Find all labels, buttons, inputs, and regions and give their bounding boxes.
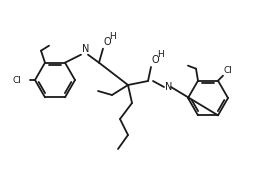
Text: N: N bbox=[82, 44, 89, 54]
Text: Cl: Cl bbox=[12, 75, 21, 84]
Text: O: O bbox=[104, 37, 112, 47]
Text: N: N bbox=[165, 82, 172, 92]
Text: H: H bbox=[157, 50, 164, 59]
Text: H: H bbox=[109, 32, 116, 41]
Text: O: O bbox=[152, 55, 160, 65]
Text: Cl: Cl bbox=[224, 66, 233, 75]
